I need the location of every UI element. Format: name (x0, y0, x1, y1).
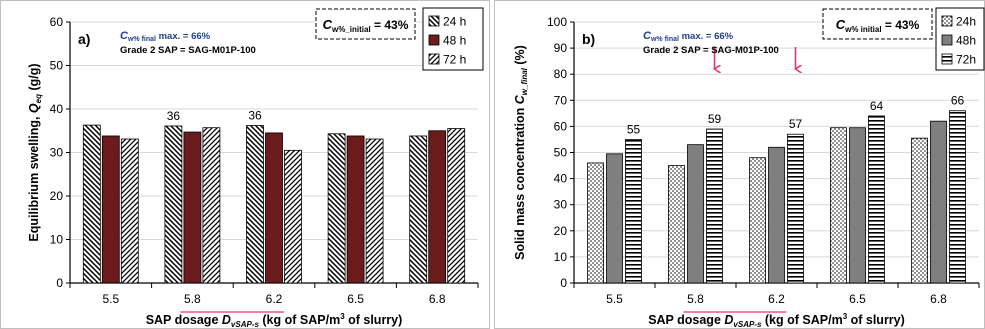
legend-swatch (428, 15, 440, 27)
data-label: 55 (627, 122, 641, 136)
initial-concentration-box (315, 8, 416, 40)
y-tick-label: 20 (50, 189, 64, 203)
annotation-grade: Grade 2 SAP = SAG-M01P-100 (120, 45, 256, 56)
data-label: 57 (789, 117, 803, 131)
bar (911, 137, 928, 284)
x-tick-label: 5.8 (687, 292, 704, 306)
bar (202, 127, 221, 284)
y-axis-label: Equilibrium swelling, Qeq (g/g) (27, 63, 43, 241)
initial-concentration-text: Cw% initial = 43% (836, 17, 920, 34)
legend-label: 72 h (443, 53, 466, 67)
annotation-cw-final: Cw% final max. = 66% (643, 30, 734, 43)
y-tick-label: 30 (554, 198, 568, 212)
chart-b-svg: 0 10 20 30 40 50 60 70 80 90 100 5.5 5.8 6.2 6.5 6.8 55 5… (494, 0, 985, 329)
y-tick-label: 70 (554, 93, 568, 107)
x-axis-label: SAP dosage DvSAP-s (kg of SAP/m3 of slur… (648, 312, 905, 329)
legend-label: 48h (956, 34, 976, 48)
chart-a-svg: 0 10 20 30 40 50 60 5.5 5.8 6.2 6.5 6.8 36 36 a) Cw% fi… (0, 0, 490, 329)
bar (120, 138, 139, 284)
bar (768, 146, 785, 284)
y-tick-label: 100 (547, 15, 567, 29)
bar (687, 144, 704, 284)
bar (346, 135, 365, 284)
bar (164, 125, 183, 284)
legend-label: 72h (956, 53, 976, 67)
bar (849, 127, 866, 284)
bar (668, 165, 685, 284)
y-tick-label: 50 (50, 59, 64, 73)
x-tick-label: 6.2 (768, 292, 785, 306)
x-tick-label: 6.8 (429, 292, 446, 306)
legend-swatch (941, 53, 953, 65)
y-tick-label: 40 (554, 172, 568, 186)
annotation-grade: Grade 2 SAP = SAG-M01P-100 (643, 45, 779, 56)
y-axis-label: Solid mass concentration Cw_final (%) (513, 45, 529, 260)
x-tick-label: 6.5 (849, 292, 866, 306)
y-tick-label: 10 (554, 250, 568, 264)
chart-frame (494, 0, 985, 329)
bar (787, 133, 804, 284)
panel-label: b) (582, 31, 595, 47)
y-tick-label: 60 (554, 119, 568, 133)
legend-swatch (941, 34, 953, 46)
x-tick-label: 5.5 (102, 292, 119, 306)
y-tick-label: 50 (554, 146, 568, 160)
bar (606, 153, 623, 284)
data-label: 36 (248, 109, 262, 123)
data-label: 59 (708, 112, 722, 126)
bar (365, 138, 384, 284)
y-tick-label: 80 (554, 67, 568, 81)
data-label: 66 (951, 94, 965, 108)
bar (101, 135, 120, 284)
bar (409, 135, 428, 284)
y-tick-label: 0 (56, 276, 63, 290)
bar (868, 115, 885, 284)
y-tick-label: 60 (50, 15, 64, 29)
bar (830, 127, 847, 284)
bar (749, 157, 766, 284)
legend-swatch (428, 34, 440, 46)
chart-frame (0, 0, 490, 329)
bar (183, 131, 202, 284)
legend-swatch (428, 53, 440, 65)
x-tick-label: 6.2 (266, 292, 283, 306)
bar (246, 125, 264, 284)
y-tick-label: 10 (50, 233, 64, 247)
data-label: 36 (167, 109, 181, 123)
x-tick-label: 6.8 (930, 292, 947, 306)
bar (587, 162, 604, 284)
x-tick-label: 6.5 (347, 292, 364, 306)
bar (930, 120, 947, 284)
legend-label: 24 h (443, 15, 466, 29)
legend-label: 48 h (443, 34, 466, 48)
bar (82, 124, 101, 284)
bar (625, 139, 642, 284)
bar (949, 110, 966, 284)
legend-label: 24h (956, 15, 976, 29)
x-tick-label: 5.8 (184, 292, 201, 306)
panel-label: a) (78, 31, 90, 47)
legend-swatch (941, 15, 953, 27)
initial-concentration-text: Cw%_initial = 43% (323, 17, 409, 34)
chart-panel-b: 0 10 20 30 40 50 60 70 80 90 100 5.5 5.8 6.2 6.5 6.8 55 5… (494, 0, 985, 329)
y-tick-label: 20 (554, 224, 568, 238)
y-tick-label: 90 (554, 41, 568, 55)
y-tick-label: 30 (50, 146, 64, 160)
y-tick-label: 40 (50, 102, 64, 116)
bar (428, 130, 447, 284)
bar (327, 133, 346, 284)
data-label: 64 (870, 99, 884, 113)
initial-concentration-box (822, 8, 933, 40)
x-axis-label: SAP dosage DvSAP-s (kg of SAP/m3 of slur… (146, 312, 403, 329)
bar (284, 149, 302, 284)
y-tick-label: 0 (560, 276, 567, 290)
chart-panel-a: 0 10 20 30 40 50 60 5.5 5.8 6.2 6.5 6.8 36 36 a) Cw% fi… (0, 0, 490, 329)
annotation-cw-final: Cw% final max. = 66% (120, 30, 211, 43)
x-tick-label: 5.5 (606, 292, 623, 306)
bar (706, 128, 723, 284)
bar (447, 128, 466, 284)
bar (265, 132, 283, 284)
